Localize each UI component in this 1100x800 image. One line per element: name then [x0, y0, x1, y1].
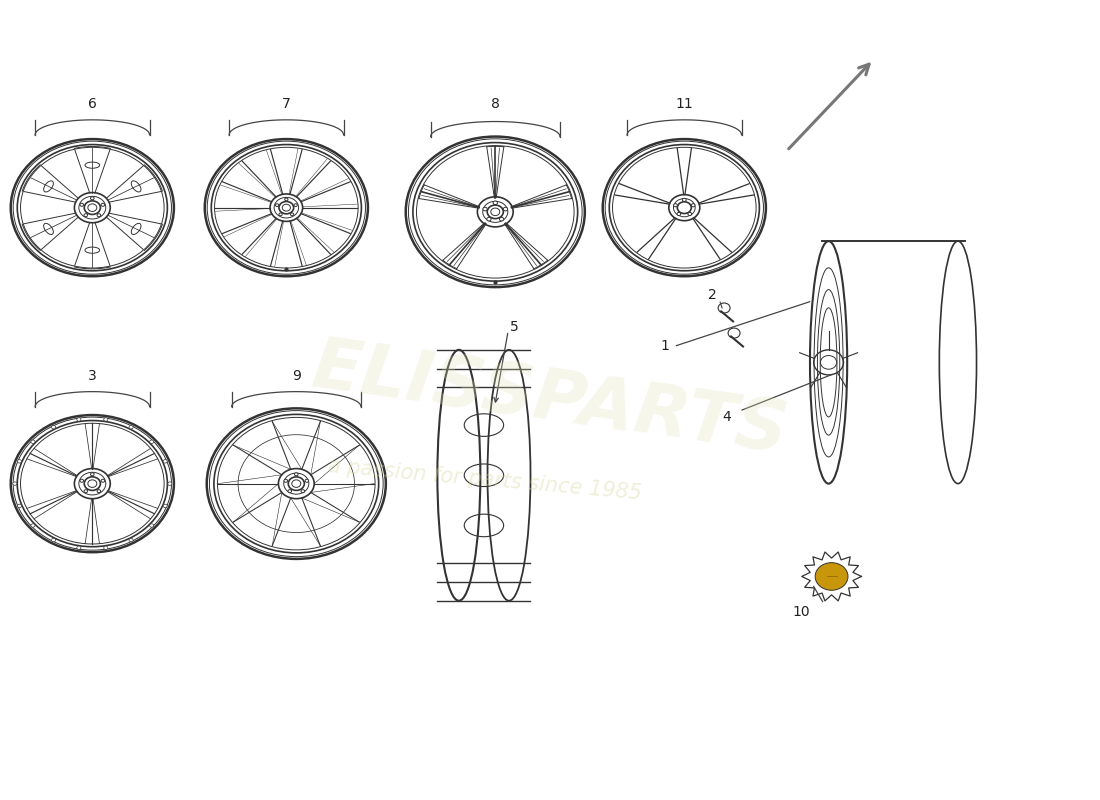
Circle shape — [103, 546, 108, 550]
Circle shape — [290, 213, 294, 216]
Circle shape — [84, 490, 88, 493]
Circle shape — [97, 490, 101, 493]
Circle shape — [103, 418, 108, 421]
Circle shape — [31, 524, 35, 527]
Circle shape — [815, 562, 848, 590]
Circle shape — [673, 204, 678, 207]
Text: 4: 4 — [723, 410, 732, 424]
Circle shape — [285, 198, 288, 201]
Circle shape — [168, 482, 172, 486]
Circle shape — [31, 440, 35, 443]
Text: 7: 7 — [282, 98, 290, 111]
Circle shape — [483, 207, 487, 211]
Circle shape — [13, 482, 16, 486]
Text: 6: 6 — [88, 98, 97, 111]
Circle shape — [150, 524, 154, 527]
Circle shape — [504, 207, 507, 211]
Text: ELISSPARTS: ELISSPARTS — [308, 333, 792, 467]
Circle shape — [129, 426, 133, 429]
Text: 2: 2 — [707, 289, 716, 302]
Circle shape — [90, 197, 95, 200]
Circle shape — [84, 214, 88, 217]
Text: 11: 11 — [675, 98, 693, 111]
Circle shape — [279, 213, 283, 216]
Circle shape — [301, 490, 305, 493]
Circle shape — [487, 218, 491, 221]
Circle shape — [284, 479, 287, 482]
Text: 3: 3 — [88, 370, 97, 383]
Text: a passion for parts since 1985: a passion for parts since 1985 — [327, 456, 642, 503]
Circle shape — [294, 204, 297, 206]
Circle shape — [682, 198, 686, 202]
Circle shape — [163, 504, 167, 508]
Circle shape — [163, 460, 167, 463]
Circle shape — [52, 538, 56, 542]
Circle shape — [129, 538, 133, 542]
Circle shape — [691, 204, 695, 207]
Circle shape — [305, 479, 309, 482]
Circle shape — [18, 504, 22, 508]
Circle shape — [275, 204, 278, 206]
Circle shape — [288, 490, 292, 493]
Text: 9: 9 — [292, 370, 300, 383]
Text: 1: 1 — [660, 338, 669, 353]
Circle shape — [499, 218, 504, 221]
Circle shape — [101, 479, 104, 482]
Circle shape — [80, 479, 84, 482]
Circle shape — [150, 440, 154, 443]
Text: 5: 5 — [510, 320, 519, 334]
Circle shape — [688, 213, 692, 215]
Text: 8: 8 — [491, 98, 499, 111]
Circle shape — [295, 473, 298, 476]
Circle shape — [97, 214, 101, 217]
Circle shape — [90, 473, 95, 476]
Circle shape — [77, 546, 81, 550]
Circle shape — [493, 201, 497, 205]
Circle shape — [676, 213, 681, 215]
Circle shape — [18, 460, 22, 463]
Circle shape — [101, 203, 104, 206]
Circle shape — [77, 418, 81, 421]
Circle shape — [80, 203, 84, 206]
Circle shape — [52, 426, 56, 429]
Text: 10: 10 — [793, 605, 811, 618]
